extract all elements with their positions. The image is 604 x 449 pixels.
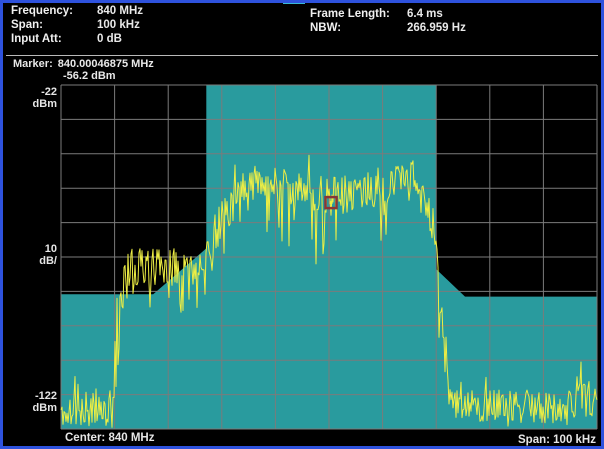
span-label: Span:: [11, 19, 43, 31]
scale-unit: dB/: [39, 254, 57, 267]
span-value: 100 kHz: [97, 19, 140, 31]
marker-square: [324, 195, 338, 210]
floor-level-value: -122: [34, 390, 57, 402]
frame-length-label: Frame Length:: [310, 8, 390, 20]
input-att-value: 0 dB: [97, 33, 122, 45]
marker-level-value: -56.2 dBm: [63, 70, 116, 82]
header-left: Frequency: 840 MHz Span: 100 kHz Input A…: [11, 4, 143, 46]
frame-length-value: 6.4 ms: [407, 8, 443, 20]
spectrum-plot: [60, 84, 598, 430]
ref-level-unit: dBm: [32, 97, 57, 110]
frequency-label: Frequency:: [11, 5, 73, 17]
nbw-value: 266.959 Hz: [407, 22, 466, 34]
nbw-readout: NBW: 266.959 Hz: [310, 21, 466, 35]
scale-value: 10: [44, 243, 57, 255]
frequency-readout: Frequency: 840 MHz: [11, 4, 143, 18]
header-right: Frame Length: 6.4 ms NBW: 266.959 Hz: [310, 7, 466, 35]
header-separator: [6, 55, 598, 56]
marker-label: Marker:: [13, 58, 53, 70]
center-frequency-annotation: Center: 840 MHz: [65, 432, 155, 444]
ref-level-label: -22 dBm: [5, 86, 57, 110]
input-att-label: Input Att:: [11, 33, 62, 45]
span-annotation: Span: 100 kHz: [518, 434, 596, 446]
frame-length-readout: Frame Length: 6.4 ms: [310, 7, 466, 21]
marker-readout: Marker: 840.00046875 MHz: [13, 58, 154, 70]
frequency-value: 840 MHz: [97, 5, 144, 17]
floor-level-unit: dBm: [32, 401, 57, 414]
spectrum-trace: [60, 154, 598, 428]
floor-level-label: -122 dBm: [5, 390, 57, 414]
scale-per-div-label: 10 dB/: [5, 243, 57, 267]
nbw-label: NBW:: [310, 22, 342, 34]
input-att-readout: Input Att: 0 dB: [11, 32, 143, 46]
top-border-notch: [283, 3, 305, 4]
ref-level-value: -22: [41, 86, 57, 98]
marker-frequency-value: 840.00046875 MHz: [57, 58, 154, 70]
span-readout: Span: 100 kHz: [11, 18, 143, 32]
marker-center-dot: [329, 201, 333, 205]
